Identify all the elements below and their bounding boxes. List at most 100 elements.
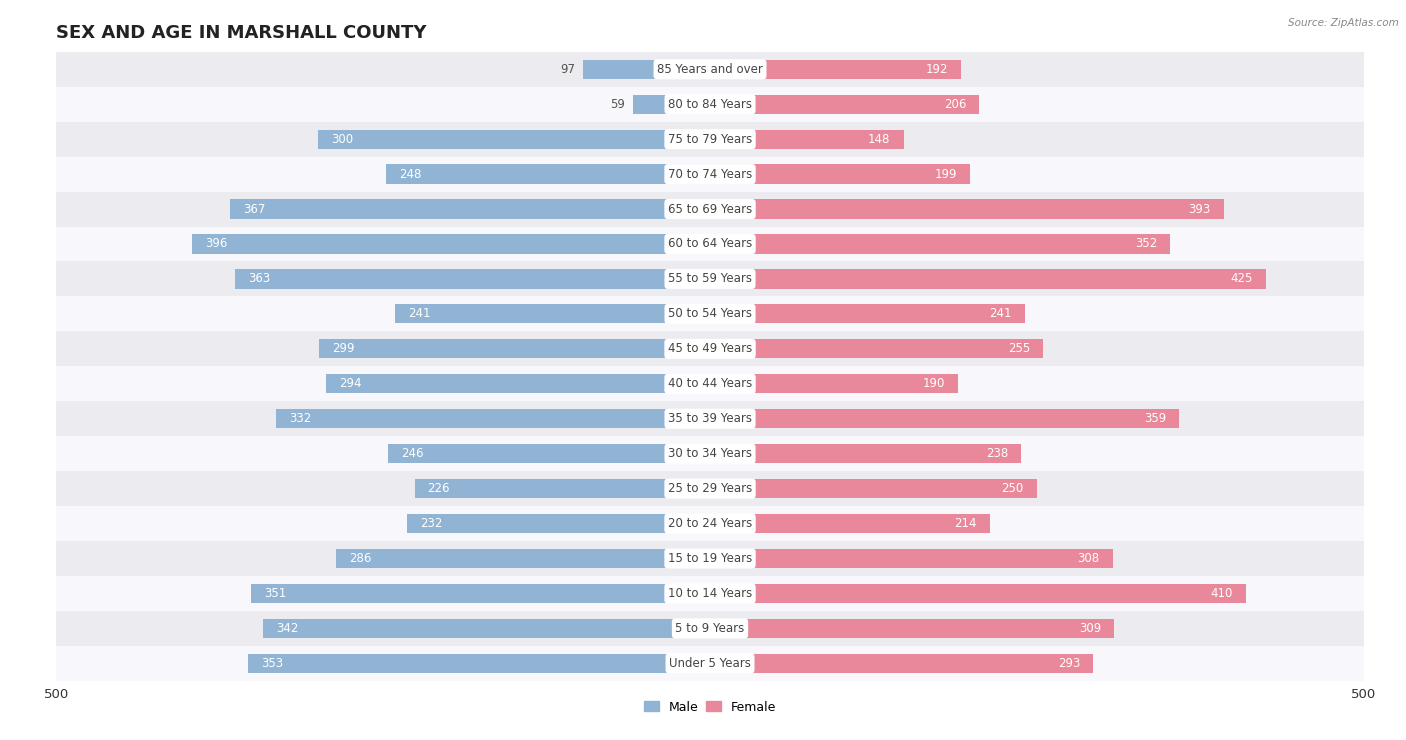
Text: 342: 342 — [276, 622, 298, 635]
Bar — [56, 192, 1364, 226]
Text: 25 to 29 Years: 25 to 29 Years — [668, 482, 752, 495]
Bar — [56, 506, 1364, 541]
Text: 70 to 74 Years: 70 to 74 Years — [668, 167, 752, 181]
Bar — [710, 653, 1092, 673]
Text: 15 to 19 Years: 15 to 19 Years — [668, 552, 752, 565]
Text: 248: 248 — [399, 167, 422, 181]
Bar — [388, 444, 710, 463]
Bar — [633, 95, 710, 114]
Text: 35 to 39 Years: 35 to 39 Years — [668, 412, 752, 426]
Bar — [56, 436, 1364, 471]
Text: 10 to 14 Years: 10 to 14 Years — [668, 587, 752, 600]
Text: 55 to 59 Years: 55 to 59 Years — [668, 272, 752, 286]
Bar — [326, 374, 710, 394]
Text: 190: 190 — [922, 377, 945, 390]
Text: 60 to 64 Years: 60 to 64 Years — [668, 238, 752, 251]
Text: 353: 353 — [262, 657, 284, 670]
Bar — [385, 164, 710, 184]
Bar — [56, 332, 1364, 366]
Text: 367: 367 — [243, 203, 266, 215]
Text: 359: 359 — [1144, 412, 1167, 426]
Bar — [710, 200, 1223, 218]
Bar — [263, 619, 710, 638]
Bar — [56, 121, 1364, 157]
Text: SEX AND AGE IN MARSHALL COUNTY: SEX AND AGE IN MARSHALL COUNTY — [56, 24, 427, 42]
Text: 250: 250 — [1001, 482, 1024, 495]
Bar — [276, 409, 710, 428]
Text: 238: 238 — [986, 447, 1008, 460]
Text: 351: 351 — [264, 587, 287, 600]
Text: 255: 255 — [1008, 343, 1031, 355]
Bar — [56, 576, 1364, 611]
Text: 300: 300 — [330, 132, 353, 146]
Text: 226: 226 — [427, 482, 450, 495]
Text: 65 to 69 Years: 65 to 69 Years — [668, 203, 752, 215]
Bar — [710, 584, 1246, 603]
Bar — [710, 95, 980, 114]
Bar — [710, 269, 1265, 289]
Bar — [249, 653, 710, 673]
Bar — [710, 130, 904, 149]
Text: Source: ZipAtlas.com: Source: ZipAtlas.com — [1288, 18, 1399, 29]
Text: 232: 232 — [420, 517, 441, 530]
Bar — [56, 87, 1364, 121]
Text: 308: 308 — [1077, 552, 1099, 565]
Text: 80 to 84 Years: 80 to 84 Years — [668, 98, 752, 111]
Text: 199: 199 — [935, 167, 957, 181]
Bar — [56, 541, 1364, 576]
Text: 396: 396 — [205, 238, 228, 251]
Bar — [319, 339, 710, 358]
Text: 246: 246 — [402, 447, 425, 460]
Bar — [710, 444, 1021, 463]
Bar — [56, 646, 1364, 681]
Text: 309: 309 — [1078, 622, 1101, 635]
Bar — [710, 374, 959, 394]
Bar — [710, 479, 1038, 498]
Text: 363: 363 — [249, 272, 271, 286]
Bar — [235, 269, 710, 289]
Bar — [56, 157, 1364, 192]
Bar — [318, 130, 710, 149]
Bar — [710, 619, 1114, 638]
Bar — [56, 226, 1364, 261]
Text: 5 to 9 Years: 5 to 9 Years — [675, 622, 745, 635]
Text: 148: 148 — [868, 132, 890, 146]
Text: 85 Years and over: 85 Years and over — [657, 63, 763, 75]
Text: 425: 425 — [1230, 272, 1253, 286]
Text: 299: 299 — [332, 343, 354, 355]
Bar — [710, 304, 1025, 323]
Text: 192: 192 — [925, 63, 948, 75]
Bar — [56, 261, 1364, 297]
Bar — [252, 584, 710, 603]
Bar — [56, 366, 1364, 401]
Text: 45 to 49 Years: 45 to 49 Years — [668, 343, 752, 355]
Bar — [710, 164, 970, 184]
Legend: Male, Female: Male, Female — [638, 696, 782, 719]
Text: 30 to 34 Years: 30 to 34 Years — [668, 447, 752, 460]
Bar — [56, 611, 1364, 646]
Bar — [231, 200, 710, 218]
Bar — [56, 52, 1364, 87]
Text: 206: 206 — [943, 98, 966, 111]
Text: 293: 293 — [1057, 657, 1080, 670]
Text: Under 5 Years: Under 5 Years — [669, 657, 751, 670]
Text: 50 to 54 Years: 50 to 54 Years — [668, 307, 752, 320]
Bar — [193, 235, 710, 254]
Text: 332: 332 — [290, 412, 311, 426]
Text: 352: 352 — [1135, 238, 1157, 251]
Bar — [710, 514, 990, 533]
Bar — [395, 304, 710, 323]
Bar — [710, 549, 1112, 568]
Text: 393: 393 — [1188, 203, 1211, 215]
Text: 40 to 44 Years: 40 to 44 Years — [668, 377, 752, 390]
Text: 410: 410 — [1211, 587, 1233, 600]
Text: 286: 286 — [349, 552, 371, 565]
Text: 214: 214 — [955, 517, 977, 530]
Bar — [56, 471, 1364, 506]
Text: 241: 241 — [408, 307, 430, 320]
Bar — [583, 60, 710, 79]
Bar — [56, 401, 1364, 436]
Bar — [710, 235, 1170, 254]
Text: 241: 241 — [990, 307, 1012, 320]
Text: 294: 294 — [339, 377, 361, 390]
